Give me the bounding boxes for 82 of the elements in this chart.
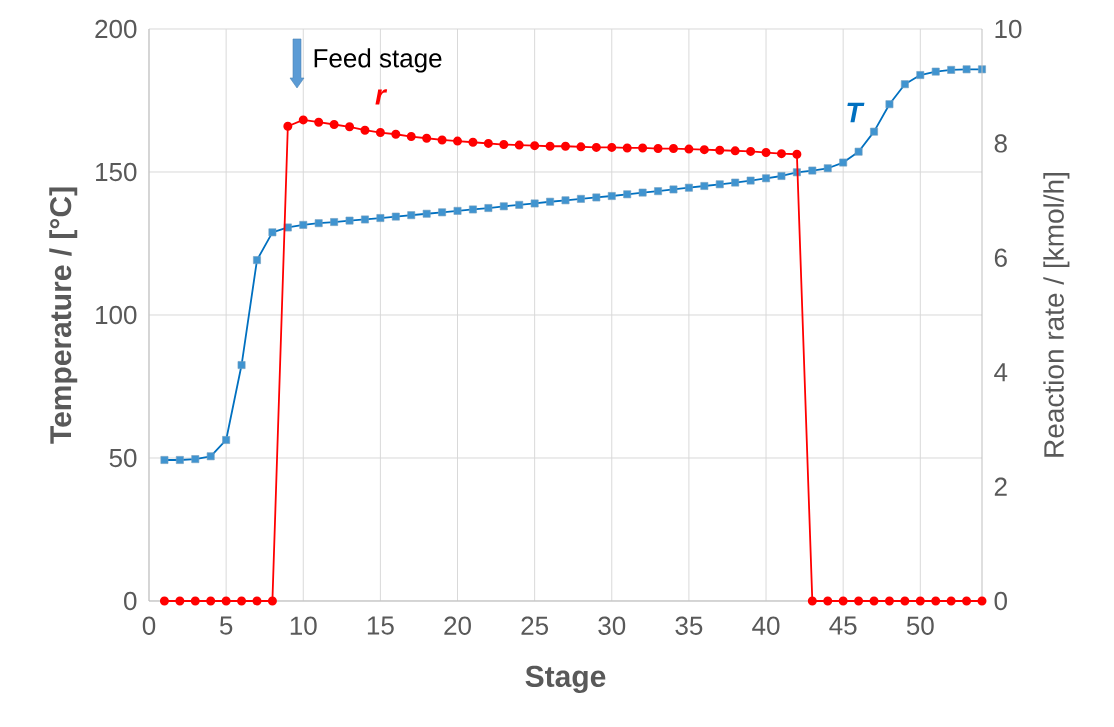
point [931, 596, 941, 606]
point [530, 141, 540, 151]
series-label: T [847, 102, 865, 123]
point [915, 596, 925, 606]
y2-tick-label: 10 [995, 19, 1022, 39]
point [267, 596, 277, 606]
point [761, 148, 771, 158]
point [684, 144, 694, 154]
y2-tick-label: 6 [994, 248, 1007, 267]
point [329, 120, 339, 130]
point [437, 135, 447, 145]
point [946, 596, 956, 606]
point [406, 132, 416, 142]
annotation: Feed stage [314, 48, 442, 73]
y-tick-label: 100 [96, 305, 137, 325]
point [175, 596, 185, 606]
point [483, 138, 493, 148]
y-tick-label: 200 [95, 19, 137, 39]
y2-tick-label: 4 [994, 363, 1008, 382]
y-tick-label: 150 [96, 162, 137, 182]
x-tick-label: 40 [752, 616, 780, 635]
point [746, 146, 756, 156]
point [900, 596, 910, 606]
point [591, 142, 601, 152]
point [453, 136, 463, 146]
y-tick-label: 0 [124, 591, 137, 611]
point [699, 145, 709, 155]
point [807, 596, 817, 606]
point [607, 142, 617, 152]
point [854, 596, 864, 606]
y2-tick-label: 0 [994, 591, 1007, 611]
point [561, 141, 571, 151]
point [159, 596, 169, 606]
point [298, 115, 308, 125]
point [545, 141, 555, 151]
x-tick-label: 30 [598, 616, 626, 635]
x-tick-label: 0 [142, 616, 156, 635]
point [776, 149, 786, 159]
point [884, 596, 894, 606]
point [576, 142, 586, 152]
x-tick-label: 15 [367, 616, 394, 635]
point [869, 596, 879, 606]
point [514, 140, 524, 150]
point [221, 596, 231, 606]
x-tick-label: 45 [829, 616, 857, 635]
point [422, 133, 432, 143]
series-label: r [375, 89, 388, 105]
x-tick-label: 20 [444, 616, 471, 635]
point [468, 137, 478, 147]
x-tick-label: 10 [290, 616, 317, 635]
point [653, 144, 663, 154]
point [360, 125, 370, 135]
point [206, 596, 216, 606]
y-tick-label: 50 [109, 448, 137, 468]
x-tick-label: 35 [675, 616, 703, 635]
point [314, 117, 324, 127]
point [838, 596, 848, 606]
point [715, 145, 725, 155]
point [375, 128, 385, 138]
point [391, 129, 401, 139]
point [499, 140, 509, 150]
point [283, 121, 293, 131]
point [668, 144, 678, 154]
point [638, 143, 648, 153]
point [622, 143, 632, 153]
point [823, 596, 833, 606]
point [237, 596, 247, 606]
point [962, 596, 972, 606]
point [190, 596, 200, 606]
point [345, 122, 355, 132]
x-axis-title: Stage [525, 665, 606, 694]
x-tick-label: 50 [906, 616, 934, 635]
x-tick-label: 25 [521, 616, 549, 635]
point [730, 146, 740, 156]
y2-tick-label: 2 [994, 477, 1007, 496]
y2-axis-title: Reaction rate / [kmol/h] [1043, 173, 1070, 457]
y2-tick-label: 8 [994, 134, 1007, 153]
point [977, 596, 987, 606]
point [792, 149, 802, 159]
x-tick-label: 5 [219, 616, 233, 635]
point [252, 596, 262, 606]
y-axis-title: Temperature / [°C] [49, 187, 78, 444]
